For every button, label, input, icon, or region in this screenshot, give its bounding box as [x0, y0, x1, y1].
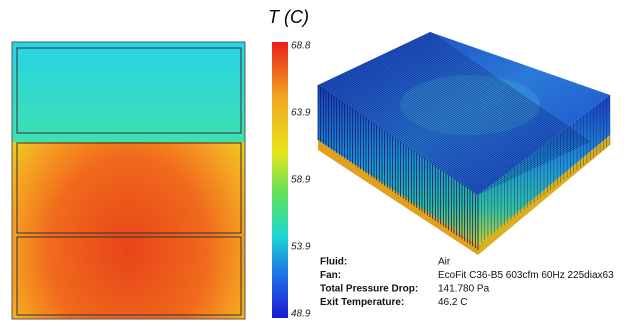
info-value: EcoFit C36-B5 603cfm 60Hz 225diax63: [438, 270, 614, 281]
info-table: Fluid: Air Fan: EcoFit C36-B5 603cfm 60Hz 2…: [320, 257, 614, 309]
top-region: [12, 42, 245, 142]
info-value: 141.780 Pa: [438, 284, 490, 295]
colorbar-tick-label: 53.9: [291, 242, 311, 253]
colorbar-ticks: 68.8 63.9 58.9 53.9 48.9: [291, 41, 311, 320]
page: T (C) 68.8 63.9 58.9 53.9 48.9 Fluid: Air Fan:…: [0, 0, 636, 329]
colorbar-title: T (C): [268, 7, 309, 27]
thermal-view: T (C) 68.8 63.9 58.9 53.9 48.9 Fluid: Air Fan:…: [0, 0, 636, 329]
heatmap: [12, 42, 245, 319]
heatsink-3d: [318, 32, 610, 255]
info-label: Fluid:: [320, 257, 347, 268]
colorbar: [272, 42, 288, 318]
colorbar-tick-label: 68.8: [291, 41, 311, 52]
colorbar-tick-label: 58.9: [291, 175, 311, 186]
colorbar-tick-label: 48.9: [291, 309, 311, 320]
info-label: Exit Temperature:: [320, 297, 404, 308]
info-label: Fan:: [320, 270, 341, 281]
info-value: 46.2 C: [438, 297, 467, 308]
info-label: Total Pressure Drop:: [320, 284, 418, 295]
colorbar-tick-label: 63.9: [291, 108, 311, 119]
info-value: Air: [438, 257, 451, 268]
